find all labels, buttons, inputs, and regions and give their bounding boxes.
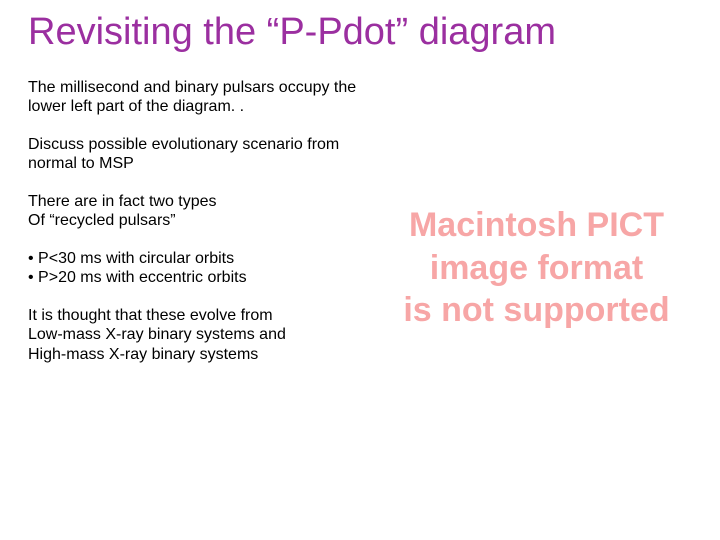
image-column: Macintosh PICT image format is not suppo… [381, 78, 692, 458]
slide-title: Revisiting the “P-Pdot” diagram [28, 12, 692, 54]
text-column: The millisecond and binary pulsars occup… [28, 78, 373, 458]
bullet-list: • P<30 ms with circular orbits • P>20 ms… [28, 249, 373, 288]
slide: Revisiting the “P-Pdot” diagram The mill… [0, 0, 720, 540]
content-row: The millisecond and binary pulsars occup… [28, 78, 692, 458]
placeholder-line: Macintosh PICT [409, 204, 664, 247]
bullet-item: • P>20 ms with eccentric orbits [28, 268, 373, 288]
bullet-item: • P<30 ms with circular orbits [28, 249, 373, 269]
paragraph-evolve: It is thought that these evolve fromLow-… [28, 306, 373, 365]
pict-placeholder: Macintosh PICT image format is not suppo… [387, 78, 687, 458]
paragraph-intro: The millisecond and binary pulsars occup… [28, 78, 373, 117]
paragraph-discuss: Discuss possible evolutionary scenario f… [28, 135, 373, 174]
placeholder-line: image format [430, 247, 644, 290]
paragraph-two-types: There are in fact two typesOf “recycled … [28, 192, 373, 231]
placeholder-line: is not supported [403, 289, 669, 332]
